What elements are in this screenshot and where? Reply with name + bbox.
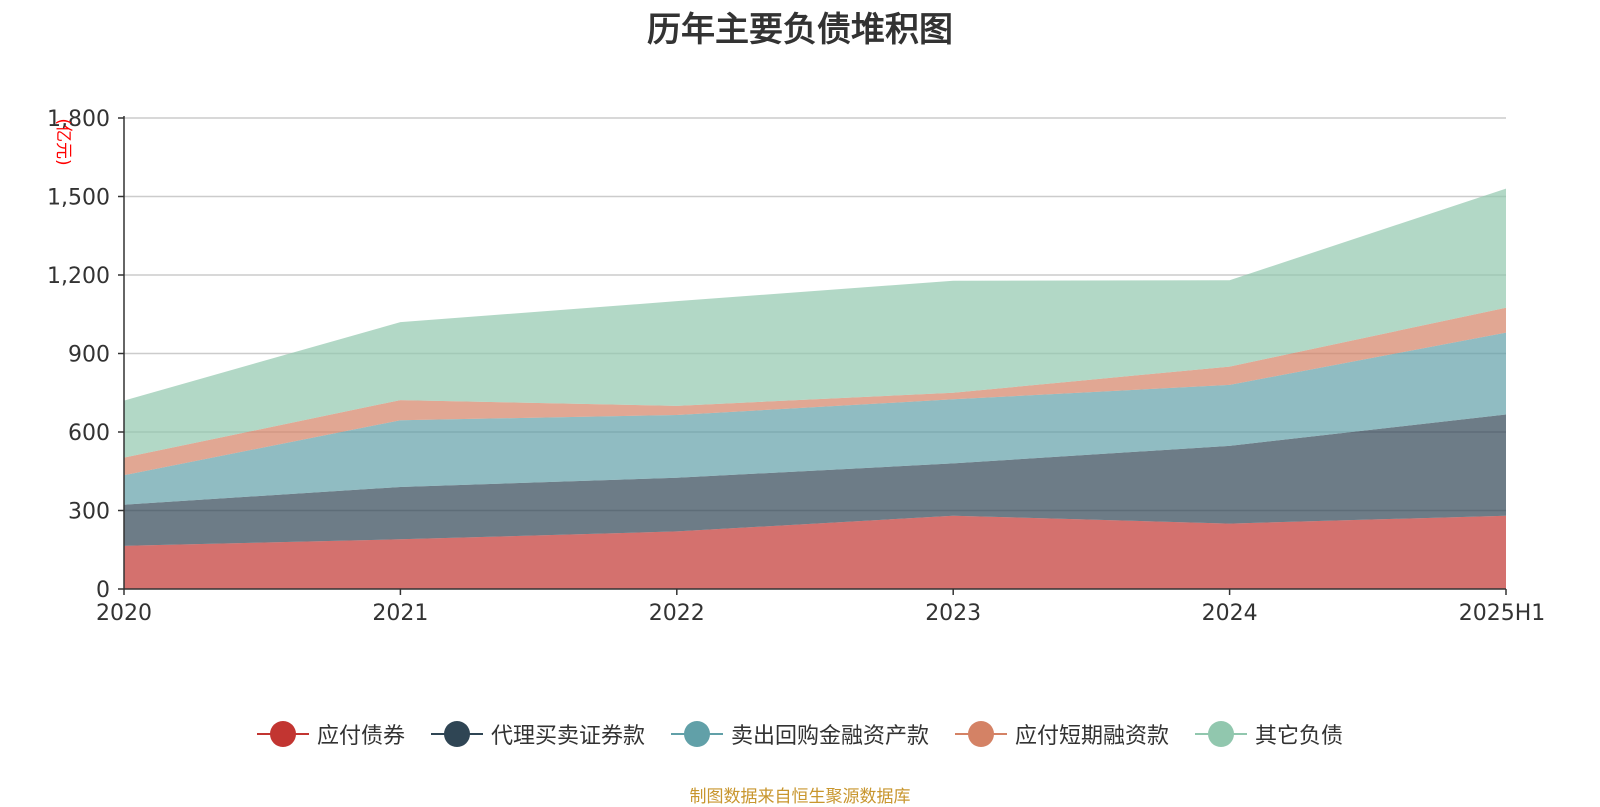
y-axis-tick-label: 600 xyxy=(68,421,110,446)
data-source-note: 制图数据来自恒生聚源数据库 xyxy=(689,787,911,807)
area-series-代理买卖证券款 xyxy=(124,414,1506,546)
x-axis-tick-label: 2021 xyxy=(372,601,428,626)
chart-legend: 应付债券 代理买卖证券款 卖出回购金融资产款 应付短期融资款 其它负债 xyxy=(0,718,1600,750)
axes: 0 300 600 900 1,200 1,500 1,800 2020 2021 2022 202… xyxy=(47,107,1545,626)
area-series-应付债券 xyxy=(124,515,1506,589)
y-axis-unit-label: (亿元) xyxy=(53,118,73,165)
y-axis-tick-label: 300 xyxy=(68,500,110,525)
chart-title: 历年主要负债堆积图 xyxy=(647,10,953,50)
legend-marker-icon xyxy=(430,721,483,747)
legend-label: 应付债券 xyxy=(316,724,405,749)
legend-label: 卖出回购金融资产款 xyxy=(730,724,929,749)
legend-marker-icon xyxy=(670,721,723,747)
x-axis-tick-label: 2022 xyxy=(649,601,705,626)
legend-item[interactable]: 其它负债 xyxy=(1195,718,1343,750)
legend-label: 应付短期融资款 xyxy=(1015,724,1170,749)
area-series-卖出回购金融资产款 xyxy=(124,332,1506,505)
area-series xyxy=(124,188,1506,589)
y-axis-tick-label: 900 xyxy=(68,343,110,368)
y-axis-tick-label: 1,500 xyxy=(47,186,110,211)
legend-item[interactable]: 应付短期融资款 xyxy=(955,718,1169,750)
x-axis-tick-label: 2024 xyxy=(1202,601,1258,626)
area-series-其它负债 xyxy=(124,188,1506,458)
y-axis-tick-label: 1,800 xyxy=(47,107,110,132)
legend-label: 其它负债 xyxy=(1255,724,1344,749)
legend-marker-icon xyxy=(955,721,1007,747)
y-axis-tick-label: 0 xyxy=(96,578,110,603)
legend-marker-icon xyxy=(1195,721,1248,747)
legend-marker-icon xyxy=(256,721,309,747)
legend-item[interactable]: 卖出回购金融资产款 xyxy=(670,718,929,750)
x-axis-tick-label: 2025H1 xyxy=(1459,601,1546,626)
y-axis-tick-label: 1,200 xyxy=(47,264,110,289)
legend-item[interactable]: 应付债券 xyxy=(256,718,405,750)
x-axis-tick-label: 2023 xyxy=(925,601,981,626)
x-axis-tick-label: 2020 xyxy=(96,601,152,626)
legend-label: 代理买卖证券款 xyxy=(490,724,645,749)
legend-item[interactable]: 代理买卖证券款 xyxy=(430,718,645,750)
